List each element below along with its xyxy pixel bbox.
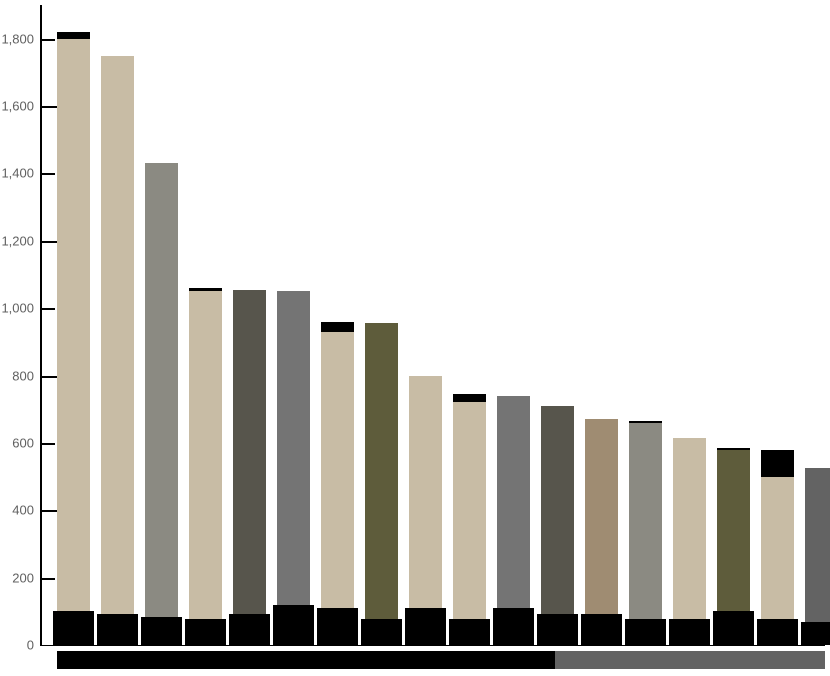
y-tick	[40, 578, 55, 580]
bar-base	[713, 611, 754, 645]
bar-top-cap	[57, 32, 90, 39]
bar	[233, 290, 266, 645]
bar-base	[97, 614, 138, 645]
bar	[409, 376, 442, 645]
bar-base	[185, 619, 226, 645]
bar	[629, 423, 662, 645]
bar-base	[229, 614, 270, 645]
y-tick-label: 1,600	[1, 99, 34, 114]
bar-base	[581, 614, 622, 645]
x-axis-band	[555, 651, 825, 669]
y-tick	[40, 308, 55, 310]
bar-top-cap	[717, 448, 750, 450]
bar	[541, 406, 574, 645]
bar-base	[361, 619, 402, 645]
bar	[805, 468, 830, 645]
bar-chart: 0 200 400 600 800 1,000 1,200 1,400 1,600 1,800	[0, 0, 830, 676]
bar	[145, 163, 178, 645]
bar-top-cap	[189, 288, 222, 291]
bar-base	[669, 619, 710, 645]
x-axis-band	[57, 651, 555, 669]
y-tick-label: 200	[12, 570, 34, 585]
bar-top-cap	[321, 322, 354, 332]
bar	[321, 332, 354, 645]
y-tick-label: 400	[12, 503, 34, 518]
bar-base	[625, 619, 666, 645]
bar	[585, 419, 618, 645]
bar	[365, 323, 398, 645]
x-axis-baseline	[40, 645, 825, 646]
y-tick-label: 1,000	[1, 301, 34, 316]
bar-base	[801, 622, 830, 645]
bar-top-cap	[453, 394, 486, 402]
y-tick-label: 0	[27, 638, 34, 653]
bar-base	[317, 608, 358, 645]
y-tick-label: 600	[12, 435, 34, 450]
bar	[189, 291, 222, 645]
y-tick	[40, 39, 55, 41]
y-tick-label: 1,200	[1, 233, 34, 248]
bar-base	[53, 611, 94, 645]
y-tick	[40, 443, 55, 445]
y-tick	[40, 173, 55, 175]
bar	[453, 402, 486, 645]
y-tick-label: 1,800	[1, 31, 34, 46]
y-tick-label: 1,400	[1, 166, 34, 181]
bar	[57, 39, 90, 645]
bar	[277, 291, 310, 645]
bar-base	[405, 608, 446, 645]
bar-top-cap	[629, 421, 662, 423]
bar-top-cap	[761, 450, 794, 477]
bar-base	[493, 608, 534, 645]
bar-base	[449, 619, 490, 645]
y-tick-label: 800	[12, 368, 34, 383]
bar-base	[757, 619, 798, 645]
bar-base	[537, 614, 578, 645]
bar	[673, 438, 706, 645]
bar	[101, 56, 134, 645]
y-axis-line	[40, 5, 42, 645]
bar-base	[273, 605, 314, 645]
bar-base	[141, 617, 182, 645]
